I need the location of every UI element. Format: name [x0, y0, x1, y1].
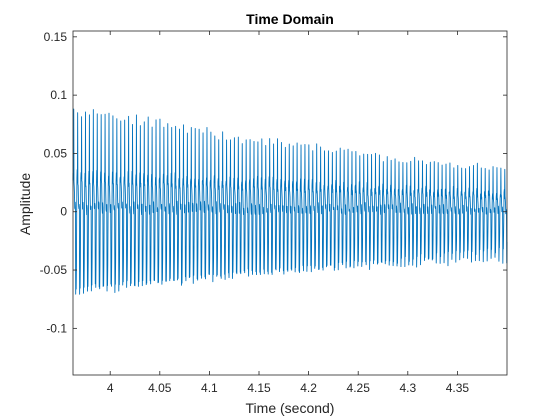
y-tick-label: 0.15	[44, 30, 68, 44]
x-axis-label: Time (second)	[246, 400, 335, 416]
x-tick-label: 4.1	[201, 381, 218, 395]
x-tick-label: 4.2	[300, 381, 317, 395]
series-layer	[72, 108, 508, 295]
x-tick-label: 4.05	[148, 381, 172, 395]
y-tick-label: 0.1	[50, 88, 67, 102]
y-tick-label: -0.05	[40, 263, 68, 277]
x-tick-label: 4.15	[247, 381, 271, 395]
y-axis-label: Amplitude	[17, 173, 33, 235]
chart-title: Time Domain	[246, 11, 334, 27]
y-tick-label: 0	[60, 205, 67, 219]
x-tick-label: 4.25	[347, 381, 371, 395]
y-tick-label: 0.05	[44, 146, 68, 160]
y-tick-label: -0.1	[46, 321, 67, 335]
axes-box	[72, 30, 508, 376]
x-tick-label: 4.3	[399, 381, 416, 395]
ticks-layer: 4 4.05 4.1 4.15 4.2 4.25 4.3 4.35 -0.1 -0.05 0 0.05…	[40, 30, 507, 395]
x-tick-label: 4	[107, 381, 114, 395]
waveform-series-line	[72, 108, 508, 295]
x-tick-label: 4.35	[446, 381, 470, 395]
